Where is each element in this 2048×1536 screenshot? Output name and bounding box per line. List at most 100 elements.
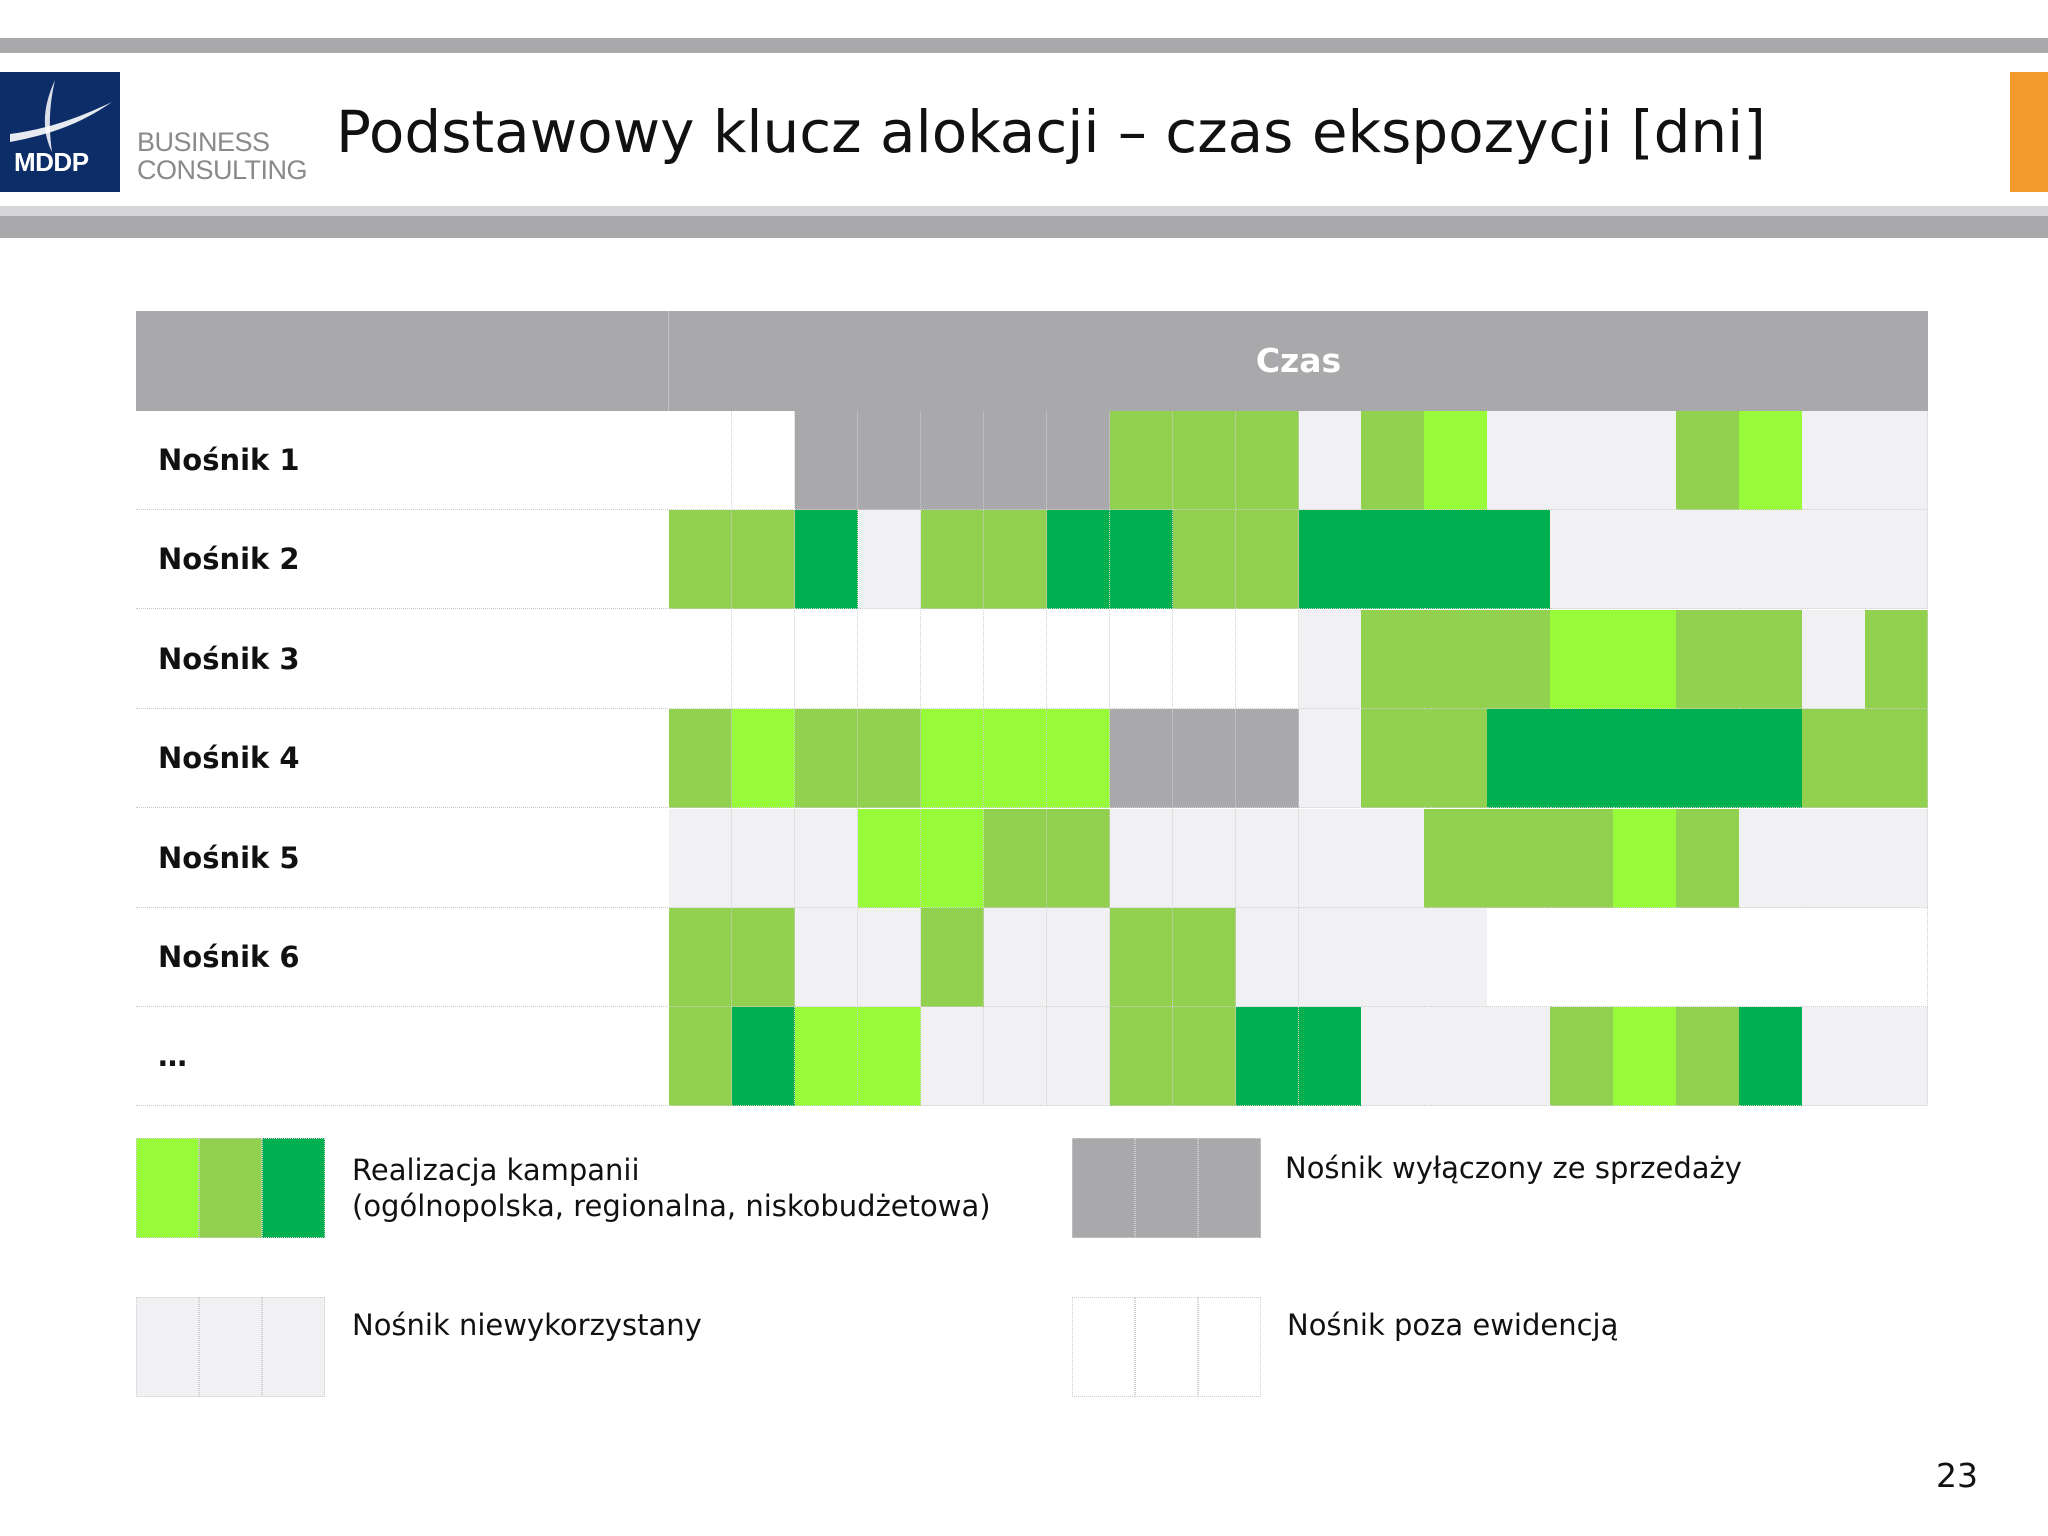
heatmap-header: [136, 311, 1928, 411]
heatmap-cell: [1739, 411, 1803, 510]
heatmap-cell: [1235, 808, 1299, 908]
heatmap-cell: [1109, 808, 1174, 908]
heatmap-cell: [1298, 808, 1362, 908]
heatmap-row: Nośnik 1: [136, 411, 1929, 510]
heatmap-cell: [1550, 709, 1614, 809]
heatmap-cell: [1550, 808, 1614, 908]
heatmap-cell: [1613, 709, 1677, 809]
logo-subtitle-line2: CONSULTING: [137, 155, 308, 185]
logo-subtitle: BUSINESS CONSULTING: [137, 127, 308, 185]
legend-label: Nośnik poza ewidencją: [1287, 1307, 1618, 1343]
heatmap-cell: [1235, 510, 1299, 610]
heatmap-cell: [1361, 411, 1425, 510]
row-label: …: [136, 1007, 668, 1107]
heatmap-cell: [1739, 510, 1803, 610]
heatmap-cell: [1865, 510, 1929, 610]
legend-swatch: [262, 1138, 325, 1238]
heatmap-cell: [1109, 1007, 1174, 1107]
heatmap-cell: [983, 1007, 1048, 1107]
heatmap-cell: [1613, 510, 1677, 610]
heatmap-cell: [983, 808, 1048, 908]
heatmap-cell: [1172, 808, 1237, 908]
heatmap-cell: [1424, 808, 1488, 908]
heatmap-cell: [1487, 609, 1551, 709]
heatmap-cell: [1550, 908, 1614, 1007]
logo-subtitle-line1: BUSINESS: [137, 127, 270, 157]
heatmap-cell: [1172, 510, 1237, 610]
heatmap-cell: [1424, 609, 1488, 709]
heatmap-cell: [983, 411, 1048, 510]
heatmap-cell: [669, 609, 733, 709]
heatmap-cell: [1298, 609, 1362, 709]
heatmap-cell: [1802, 808, 1866, 908]
heatmap-cell: [1361, 1007, 1425, 1107]
heatmap-cell: [1739, 808, 1803, 908]
heatmap-cell: [731, 510, 796, 610]
heatmap-cell: [983, 908, 1048, 1007]
heatmap-cell: [983, 709, 1048, 809]
heatmap-cell: [920, 609, 985, 709]
header-top-bar: [0, 38, 2048, 53]
heatmap-cell: [1676, 510, 1740, 610]
heatmap-cell: [1487, 808, 1551, 908]
heatmap-cell: [1172, 908, 1237, 1007]
heatmap-cell: [1739, 609, 1803, 709]
legend-label-line1: Nośnik wyłączony ze sprzedaży: [1285, 1151, 1742, 1185]
heatmap-cell: [1235, 709, 1299, 809]
heatmap-cell: [669, 1007, 733, 1107]
heatmap-cell: [1487, 411, 1551, 510]
legend-swatch: [199, 1297, 262, 1397]
heatmap-cell: [983, 510, 1048, 610]
heatmap-cell: [794, 908, 859, 1007]
heatmap-cell: [1298, 709, 1362, 809]
heatmap-cell: [794, 510, 859, 610]
heatmap-cell: [731, 908, 796, 1007]
heatmap-cell: [1109, 609, 1174, 709]
heatmap-cell: [1802, 510, 1866, 610]
heatmap-cell: [857, 510, 922, 610]
heatmap-cell: [1613, 808, 1677, 908]
heatmap-cell: [1739, 908, 1803, 1007]
heatmap-row: Nośnik 3: [136, 609, 1929, 709]
heatmap-cell: [794, 808, 859, 908]
header-bottom-bar-light: [0, 206, 2048, 216]
legend-swatch: [1135, 1297, 1198, 1397]
heatmap-cell: [1487, 908, 1551, 1007]
heatmap-cell: [857, 1007, 922, 1107]
heatmap-cell: [669, 908, 733, 1007]
legend-swatch: [262, 1297, 325, 1397]
heatmap-cell: [1676, 808, 1740, 908]
heatmap-cell: [857, 908, 922, 1007]
heatmap-cell: [1487, 1007, 1551, 1107]
legend-swatch: [136, 1297, 199, 1397]
heatmap-cell: [1739, 1007, 1803, 1107]
legend-label-line2: (ogólnopolska, regionalna, niskobudżetow…: [352, 1189, 991, 1223]
heatmap-cell: [1424, 510, 1488, 610]
heatmap-row: Nośnik 4: [136, 709, 1929, 809]
row-label: Nośnik 4: [136, 709, 668, 809]
heatmap-cell: [1676, 908, 1740, 1007]
heatmap-cell: [1802, 609, 1866, 709]
heatmap-cell: [1361, 510, 1425, 610]
heatmap-cell: [1172, 1007, 1237, 1107]
heatmap-cell: [1298, 411, 1362, 510]
heatmap-cell: [1865, 1007, 1929, 1107]
heatmap-row: Nośnik 2: [136, 510, 1929, 610]
heatmap-cell: [1424, 908, 1488, 1007]
heatmap-cell: [1613, 609, 1677, 709]
accent-tab: [2010, 72, 2048, 192]
heatmap-cell: [1865, 808, 1929, 908]
heatmap-cell: [1046, 510, 1111, 610]
legend-swatch: [136, 1138, 199, 1238]
heatmap-cell: [1739, 709, 1803, 809]
heatmap-cell: [1046, 411, 1111, 510]
heatmap-cell: [857, 709, 922, 809]
heatmap-cell: [1046, 808, 1111, 908]
legend-swatch: [199, 1138, 262, 1238]
heatmap-cell: [920, 411, 985, 510]
heatmap-cell: [1613, 908, 1677, 1007]
heatmap-cell: [794, 609, 859, 709]
heatmap-cell: [1487, 709, 1551, 809]
heatmap-row: Nośnik 6: [136, 908, 1929, 1007]
heatmap-cell: [983, 609, 1048, 709]
